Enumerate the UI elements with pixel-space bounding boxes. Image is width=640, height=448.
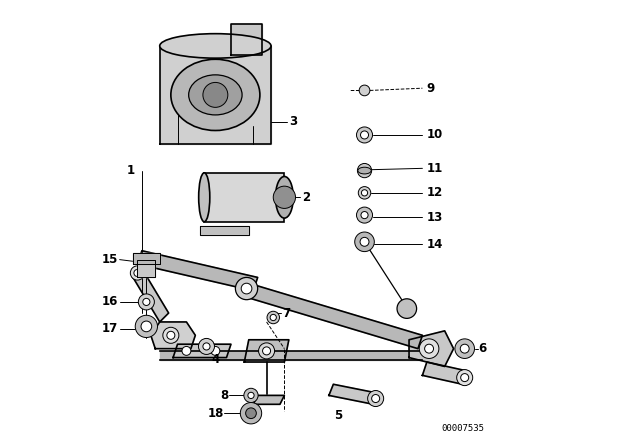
Text: 5: 5 (333, 409, 342, 422)
Ellipse shape (275, 177, 293, 218)
Circle shape (455, 339, 474, 358)
Circle shape (241, 283, 252, 294)
Circle shape (357, 164, 372, 178)
Text: 8: 8 (220, 389, 228, 402)
Circle shape (267, 311, 280, 324)
Circle shape (360, 131, 369, 139)
Polygon shape (138, 260, 156, 277)
Text: 11: 11 (427, 162, 443, 175)
Text: 7: 7 (282, 306, 291, 319)
Polygon shape (422, 362, 467, 384)
Text: 2: 2 (302, 191, 310, 204)
Text: 18: 18 (208, 407, 224, 420)
Polygon shape (329, 384, 378, 404)
Circle shape (167, 332, 175, 339)
Circle shape (358, 187, 371, 199)
Ellipse shape (189, 75, 242, 115)
Circle shape (359, 85, 370, 96)
Circle shape (259, 343, 275, 359)
Polygon shape (133, 268, 168, 322)
Ellipse shape (198, 173, 210, 222)
Circle shape (240, 403, 262, 424)
Circle shape (203, 343, 210, 350)
Polygon shape (200, 226, 249, 235)
Text: 6: 6 (478, 342, 486, 355)
Circle shape (262, 347, 271, 355)
Polygon shape (253, 396, 284, 404)
Circle shape (367, 391, 383, 406)
Circle shape (361, 211, 368, 219)
Circle shape (248, 392, 254, 399)
Circle shape (355, 232, 374, 252)
Circle shape (211, 346, 220, 355)
Circle shape (163, 327, 179, 343)
Circle shape (182, 346, 191, 355)
Text: 13: 13 (427, 211, 443, 224)
Polygon shape (133, 253, 160, 264)
Circle shape (131, 266, 145, 280)
Circle shape (356, 127, 372, 143)
Circle shape (270, 314, 276, 321)
Ellipse shape (171, 59, 260, 130)
Circle shape (138, 294, 154, 310)
Text: 10: 10 (427, 129, 443, 142)
Text: 15: 15 (102, 253, 118, 266)
Text: 16: 16 (102, 295, 118, 308)
Circle shape (356, 207, 372, 223)
Polygon shape (151, 322, 195, 349)
Text: 12: 12 (427, 186, 443, 199)
Circle shape (360, 237, 369, 246)
Circle shape (424, 344, 433, 353)
Text: 9: 9 (427, 82, 435, 95)
Polygon shape (160, 46, 271, 144)
Circle shape (198, 338, 214, 354)
Circle shape (236, 277, 258, 300)
Text: 17: 17 (102, 322, 118, 335)
Circle shape (203, 82, 228, 108)
Circle shape (457, 370, 473, 386)
Text: 1: 1 (127, 164, 135, 177)
Circle shape (244, 388, 258, 403)
Polygon shape (160, 351, 422, 360)
Text: 14: 14 (427, 237, 444, 250)
Ellipse shape (160, 34, 271, 58)
Polygon shape (231, 24, 262, 55)
Polygon shape (138, 251, 258, 291)
Circle shape (419, 339, 439, 358)
Circle shape (273, 186, 296, 208)
Circle shape (397, 299, 417, 319)
FancyBboxPatch shape (204, 173, 284, 222)
Text: 4: 4 (211, 353, 220, 366)
Circle shape (135, 315, 157, 337)
Circle shape (460, 344, 469, 353)
Polygon shape (244, 340, 289, 362)
Circle shape (246, 408, 257, 418)
Polygon shape (409, 331, 454, 366)
Circle shape (362, 190, 367, 196)
Circle shape (372, 395, 380, 403)
Text: 3: 3 (289, 115, 297, 128)
Ellipse shape (358, 167, 371, 174)
Circle shape (141, 321, 152, 332)
Polygon shape (240, 282, 422, 349)
Circle shape (461, 374, 468, 382)
Text: 00007535: 00007535 (441, 424, 484, 433)
Polygon shape (173, 344, 231, 358)
Circle shape (143, 298, 150, 306)
Circle shape (134, 269, 141, 276)
